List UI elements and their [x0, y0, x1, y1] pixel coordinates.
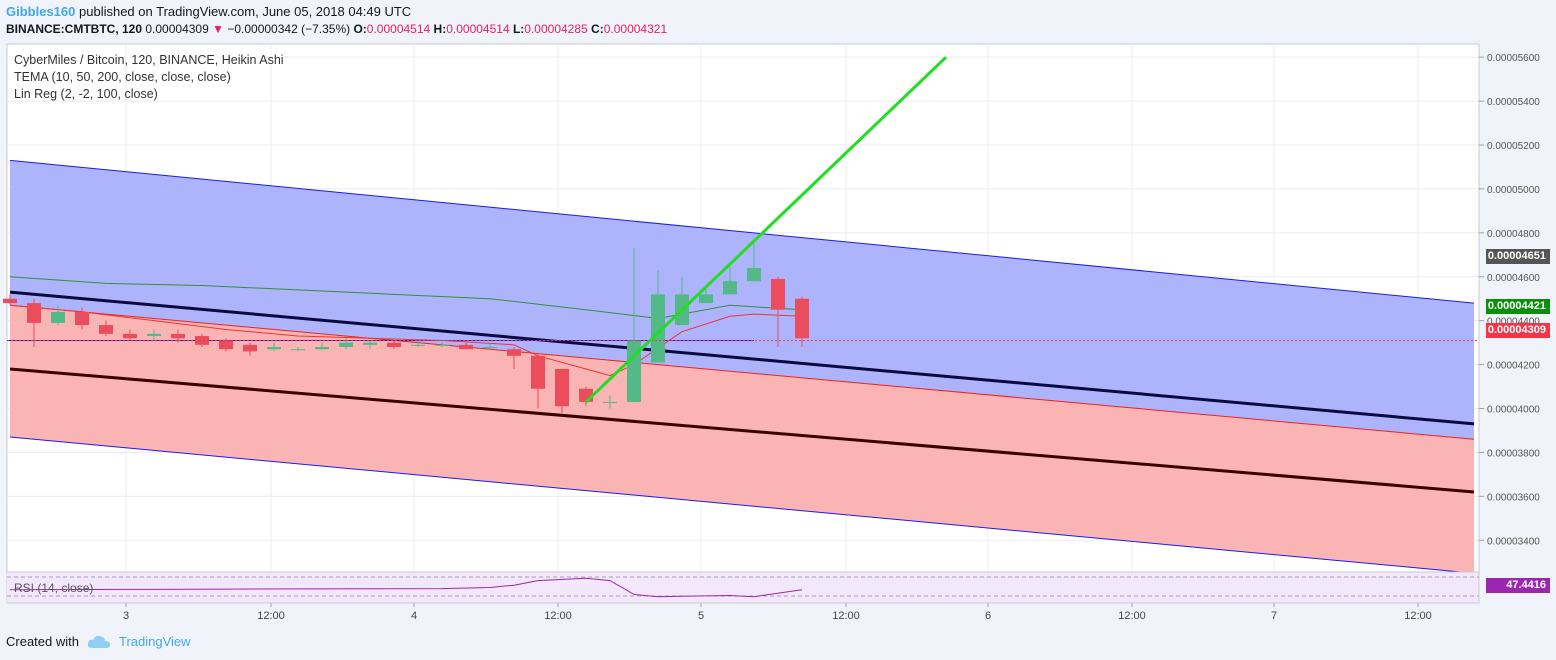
- open-value: 0.00004514: [366, 22, 431, 36]
- candle-body: [723, 281, 737, 295]
- cloud-logo-icon: [87, 635, 110, 648]
- trend-line: [584, 56, 948, 404]
- open-label: O:: [353, 22, 367, 36]
- price-tick-label: 0.00004800: [1487, 229, 1540, 240]
- down-arrow-icon: ▼: [212, 22, 224, 36]
- candle-body: [195, 336, 209, 345]
- candle-body: [75, 311, 89, 326]
- symbol-label: BINANCE:CMTBTC, 120: [6, 22, 143, 36]
- price-tick-label: 0.00003800: [1487, 448, 1540, 459]
- time-tick-label: 12:00: [544, 610, 572, 622]
- time-tick-label: 12:00: [257, 610, 285, 622]
- candle-body: [51, 311, 65, 323]
- tema-line-0: [9, 304, 803, 377]
- candle-body: [123, 333, 137, 339]
- candle-body: [291, 349, 305, 351]
- rsi-line: [9, 577, 803, 598]
- low-label: L:: [512, 22, 525, 36]
- price-tick-label: 0.00005400: [1487, 97, 1540, 108]
- candle-body: [3, 298, 17, 304]
- price-tick-label: 0.00005600: [1487, 53, 1540, 64]
- close-value: 0.00004321: [603, 22, 668, 36]
- regression-center-line: [9, 290, 1475, 426]
- price-tag-upper: 0.00004651: [1486, 249, 1550, 264]
- price-tick-label: 0.00003400: [1487, 536, 1540, 547]
- candle-body: [435, 344, 449, 346]
- legend-symbol: CyberMiles / Bitcoin, 120, BINANCE, Heik…: [14, 53, 284, 67]
- symbol-header: BINANCE:CMTBTC, 120 0.00004309 ▼ −0.0000…: [6, 22, 667, 36]
- candle-body: [603, 401, 617, 403]
- price-tick-label: 0.00005000: [1487, 185, 1540, 196]
- candle-body: [795, 298, 809, 339]
- candle-body: [315, 347, 329, 350]
- rsi-label[interactable]: RSI (14, close): [14, 581, 94, 595]
- price-change: −0.00000342 (−7.35%): [227, 22, 351, 36]
- price-tick-label: 0.00003600: [1487, 492, 1540, 503]
- publish-header: Gibbles160 published on TradingView.com,…: [6, 4, 411, 19]
- time-tick-label: 7: [1271, 610, 1277, 622]
- candle-body: [99, 325, 113, 334]
- channel-inner-line: [9, 304, 1475, 440]
- tradingview-link[interactable]: TradingView: [118, 634, 191, 649]
- candle-body: [651, 294, 665, 363]
- time-tick-label: 3: [123, 610, 129, 622]
- close-label: C:: [591, 22, 604, 36]
- time-tick-label: 12:00: [1404, 610, 1432, 622]
- high-label: H:: [433, 22, 447, 36]
- price-tick-label: 0.00004600: [1487, 273, 1540, 284]
- candle-body: [363, 342, 377, 345]
- candle-body: [507, 349, 521, 356]
- candle-body: [219, 340, 233, 350]
- candle-body: [147, 333, 161, 337]
- candle-body: [27, 303, 41, 323]
- candle-body: [243, 344, 257, 352]
- time-tick-label: 6: [985, 610, 991, 622]
- candle-body: [555, 368, 569, 407]
- price-tag-mid: 0.00004421: [1486, 299, 1550, 314]
- candle-body: [699, 294, 713, 304]
- price-tick-label: 0.00004000: [1487, 405, 1540, 416]
- legend-linreg[interactable]: Lin Reg (2, -2, 100, close): [14, 87, 158, 101]
- author-name[interactable]: Gibbles160: [6, 4, 76, 19]
- created-with-label: Created with: [6, 634, 79, 649]
- lower-channel-fill: [10, 305, 1474, 574]
- price-tag-last: 0.00004309: [1486, 323, 1550, 338]
- footer: Created with TradingView: [6, 634, 191, 649]
- candle-body: [267, 347, 281, 350]
- candle-body: [411, 344, 425, 346]
- candle-body: [459, 344, 473, 350]
- tema-line-1: [9, 276, 803, 319]
- candle-body: [339, 342, 353, 348]
- publish-info: published on TradingView.com, June 05, 2…: [79, 4, 412, 19]
- candle-body: [771, 278, 785, 310]
- candle-body: [483, 347, 497, 349]
- high-value: 0.00004514: [446, 22, 510, 36]
- legend-tema[interactable]: TEMA (10, 50, 200, close, close, close): [14, 70, 231, 84]
- candle-body: [387, 342, 401, 348]
- low-value: 0.00004285: [524, 22, 588, 36]
- upper-channel-fill: [10, 160, 1474, 440]
- time-tick-label: 12:00: [1118, 610, 1146, 622]
- price-tick-label: 0.00004400: [1487, 317, 1540, 328]
- price-tick-label: 0.00005200: [1487, 141, 1540, 152]
- candle-body: [171, 333, 185, 339]
- time-tick-label: 4: [411, 610, 417, 622]
- candle-body: [531, 355, 545, 389]
- last-price: 0.00004309: [145, 22, 209, 36]
- time-tick-label: 5: [698, 610, 704, 622]
- regression-mid-line: [9, 367, 1475, 494]
- candle-body: [747, 267, 761, 282]
- time-tick-label: 12:00: [832, 610, 860, 622]
- channel-lower-line: [9, 436, 1475, 574]
- candle-body: [627, 340, 641, 402]
- channel-upper-line: [9, 159, 1475, 304]
- rsi-value-tag: 47.4416: [1486, 578, 1550, 593]
- price-tick-label: 0.00004200: [1487, 361, 1540, 372]
